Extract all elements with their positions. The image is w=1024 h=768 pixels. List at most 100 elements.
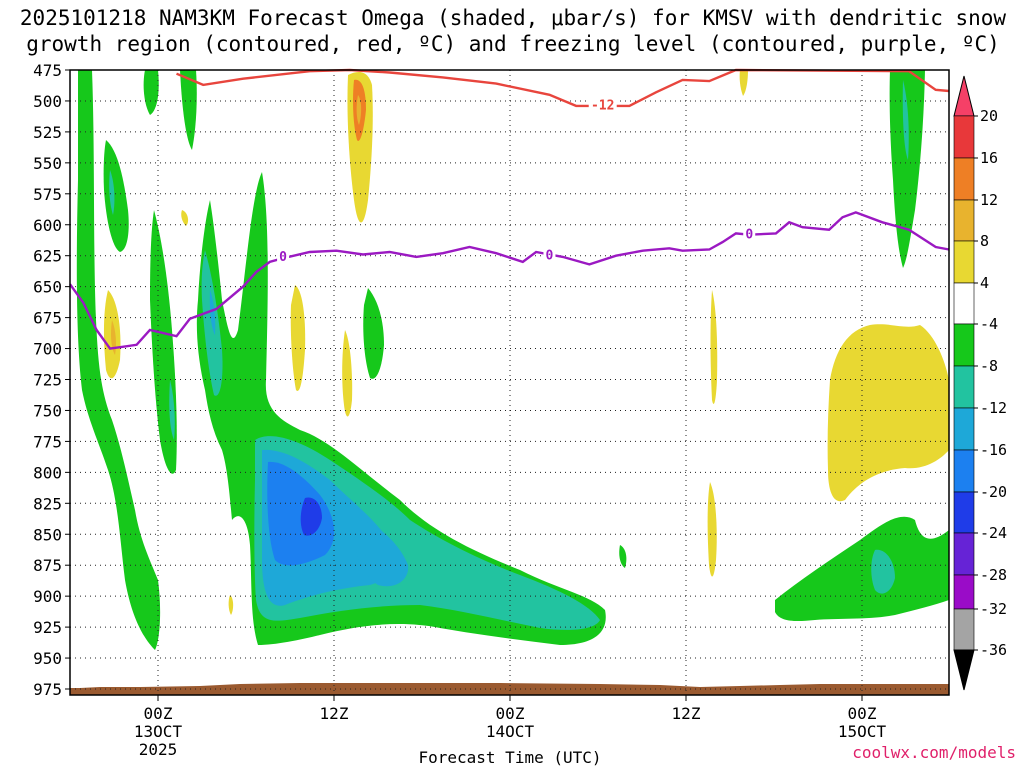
y-tick-label: 750: [33, 401, 62, 420]
omega-green-plume-7: [619, 545, 627, 568]
omega-yellow-7: [181, 210, 189, 226]
y-tick-label: 500: [33, 92, 62, 111]
omega-yellow-6: [707, 482, 717, 577]
omega-green-right-low: [775, 516, 949, 622]
colorbar-label: -24: [980, 524, 1007, 542]
colorbar-band: [953, 115, 975, 159]
omega-teal-right-top: [902, 80, 909, 160]
y-tick-label: 825: [33, 494, 62, 513]
omega-green-plume-5: [180, 70, 197, 150]
colorbar-label: 16: [980, 149, 998, 167]
colorbar-band: [953, 199, 975, 242]
freezing-level-labels: 0 0 0: [277, 226, 756, 265]
y-tick-label: 625: [33, 247, 62, 266]
y-tick-label: 575: [33, 185, 62, 204]
y-tick-label: 725: [33, 371, 62, 390]
x-tick-label: 00Z: [848, 704, 877, 723]
x-axis-label: Forecast Time (UTC): [418, 748, 601, 767]
dgz-label: -12: [591, 99, 614, 114]
colorbar-band: [953, 282, 975, 325]
colorbar-label: 4: [980, 274, 989, 292]
colorbar-label: -8: [980, 357, 998, 375]
colorbar-band: [953, 449, 975, 493]
contour-label-bg: [277, 248, 290, 263]
colorbar-label: -28: [980, 566, 1007, 584]
colorbar-band: [953, 491, 975, 534]
grid-lines: [70, 69, 949, 695]
omega-yellow-2: [290, 285, 306, 391]
y-tick-label: 775: [33, 432, 62, 451]
colorbar-label: -12: [980, 399, 1007, 417]
x-tick-label: 00Z: [144, 704, 173, 723]
colorbar-label: -20: [980, 483, 1007, 501]
y-tick-label: 950: [33, 649, 62, 668]
omega-green-plume-3: [143, 70, 159, 115]
contour-label-bg: [588, 96, 617, 111]
y-tick-label: 975: [33, 680, 62, 699]
colorbar-label: 12: [980, 191, 998, 209]
omega-yellow-3: [342, 330, 353, 417]
freezing-level-label: 0: [745, 228, 753, 243]
contour-label-bg: [543, 247, 556, 262]
colorbar-label: -32: [980, 600, 1007, 618]
y-tick-label: 925: [33, 618, 62, 637]
x-tick-label: 12Z: [672, 704, 701, 723]
colorbar-band: [953, 157, 975, 201]
colorbar-label: -4: [980, 315, 998, 333]
colorbar-band: [953, 323, 975, 367]
colorbar-band: [953, 365, 975, 409]
x-tick-label: 2025: [139, 740, 178, 759]
omega-teal-plume-2: [109, 170, 115, 215]
dgz-labels: -12: [588, 96, 617, 114]
omega-green-plume-1: [76, 70, 161, 650]
x-tick-label: 15OCT: [838, 722, 887, 741]
omega-green-right-top: [889, 70, 925, 268]
omega-darkorange-upper: [356, 95, 362, 125]
y-tick-label: 800: [33, 463, 62, 482]
omega-green-plume-6: [363, 288, 384, 379]
x-tick-label: 00Z: [496, 704, 525, 723]
y-tick-label: 875: [33, 556, 62, 575]
y-tick-label: 650: [33, 278, 62, 297]
y-tick-label: 850: [33, 525, 62, 544]
y-tick-label: 900: [33, 587, 62, 606]
y-tick-label: 475: [33, 61, 62, 80]
y-tick-label: 675: [33, 309, 62, 328]
colorbar-label: -36: [980, 641, 1007, 659]
omega-cyan-core-2: [355, 520, 409, 587]
colorbar-label: 8: [980, 232, 989, 250]
colorbar-bottom-arrow: [953, 649, 975, 691]
colorbar-band: [953, 240, 975, 284]
freezing-level-contour: [69, 211, 950, 350]
omega-yellow-8: [228, 595, 234, 615]
terrain-fill: [70, 683, 949, 695]
x-tick-label: 14OCT: [486, 722, 535, 741]
colorbar-top-arrow: [953, 75, 975, 117]
omega-yellow-right: [827, 324, 949, 502]
omega-teal-plume-3: [169, 380, 175, 440]
colorbar-band: [953, 532, 975, 576]
chart-title-line2: growth region (contoured, red, ºC) and f…: [26, 32, 1000, 56]
x-tick-label: 12Z: [320, 704, 349, 723]
omega-teal-right-low: [871, 549, 895, 594]
omega-orange-4: [111, 320, 116, 355]
y-tick-label: 700: [33, 340, 62, 359]
omega-yellow-9: [739, 70, 748, 96]
omega-yellow-5: [710, 290, 718, 404]
credit-text: coolwx.com/models: [852, 743, 1016, 762]
omega-cyan-plume: [209, 290, 216, 335]
freezing-level-label: 0: [279, 250, 287, 265]
colorbar-band: [953, 407, 975, 451]
y-tick-label: 525: [33, 123, 62, 142]
y-tick-label: 600: [33, 216, 62, 235]
colorbar-band: [953, 608, 975, 651]
colorbar-band: [953, 574, 975, 610]
chart-title-line1: 2025101218 NAM3KM Forecast Omega (shaded…: [20, 6, 1007, 30]
colorbar-label: -16: [980, 441, 1007, 459]
colorbar: 20 16 12 8 4 -4 -8 -12 -16 -20 -24 -28 -32 -36: [953, 75, 1007, 691]
x-tick-label: 13OCT: [134, 722, 183, 741]
y-axis: 475 500 525 550 575 600 625 650 675 700 725 750 775 8…: [33, 61, 70, 699]
omega-green-plume-2: [103, 140, 129, 252]
omega-shading: [76, 70, 949, 650]
